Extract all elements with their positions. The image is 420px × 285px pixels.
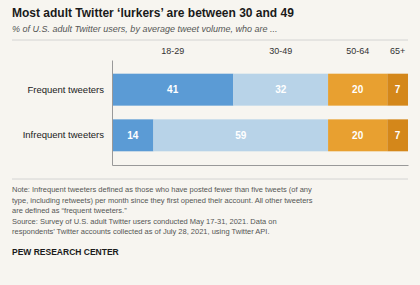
note-line: respondents’ Twitter accounts collected … — [12, 227, 270, 236]
tick-label: Infrequent tweeters — [23, 129, 105, 140]
axis-line — [112, 61, 113, 166]
note-line: Source: Survey of U.S. adult Twitter use… — [12, 217, 277, 226]
column-headers: 18-29 30-49 50-64 65+ — [161, 46, 405, 56]
column-header: 65+ — [390, 46, 405, 56]
column-header: 18-29 — [161, 46, 184, 56]
axis-line — [113, 165, 409, 166]
y-axis: Frequent tweeters Infrequent tweeters — [23, 61, 113, 166]
data-label: 7 — [395, 130, 401, 141]
data-label: 41 — [167, 84, 179, 95]
separator — [12, 40, 408, 41]
data-label: 20 — [352, 130, 364, 141]
bar — [112, 74, 233, 106]
bar — [153, 119, 328, 151]
bar — [328, 74, 387, 106]
bar — [112, 119, 153, 151]
bar — [387, 74, 408, 106]
data-labels: 41 14 32 59 20 20 7 7 — [127, 84, 401, 141]
data-label: 20 — [352, 84, 364, 95]
data-label: 14 — [127, 130, 139, 141]
note-line: are defined as “frequent tweeters.” — [12, 206, 127, 215]
tick-label: Frequent tweeters — [27, 84, 104, 95]
note: Note: Infrequent tweeters defined as tho… — [12, 185, 313, 236]
column-header: 50-64 — [346, 46, 369, 56]
column-header: 30-49 — [269, 46, 292, 56]
data-label: 59 — [235, 130, 247, 141]
note-line: type, including retweets) per month sinc… — [12, 196, 313, 205]
note-line: Note: Infrequent tweeters defined as tho… — [12, 185, 312, 194]
subtitle: % of U.S. adult Twitter users, by averag… — [12, 24, 277, 34]
tick: Infrequent tweeters — [23, 129, 112, 140]
bar — [233, 74, 328, 106]
tick: Frequent tweeters — [27, 84, 112, 95]
separator — [12, 179, 408, 180]
bar — [328, 119, 387, 151]
data-label: 32 — [275, 84, 287, 95]
title: Most adult Twitter ‘lurkers’ are between… — [12, 6, 294, 20]
bars — [112, 74, 408, 152]
chart: Most adult Twitter ‘lurkers’ are between… — [0, 0, 420, 285]
bar — [387, 119, 408, 151]
data-label: 7 — [395, 84, 401, 95]
source: PEW RESEARCH CENTER — [12, 247, 119, 257]
x-axis — [113, 165, 409, 166]
